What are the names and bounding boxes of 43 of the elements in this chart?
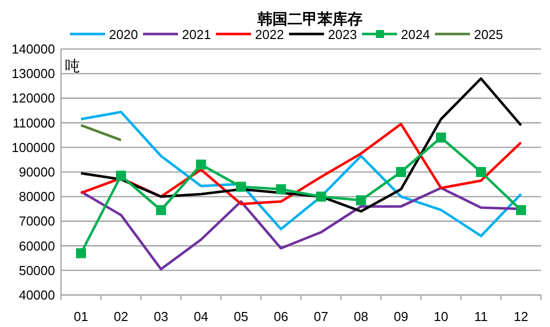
point (196, 160, 206, 170)
point (156, 205, 166, 216)
y-tick-label: 40000 (18, 288, 55, 302)
y-tick-label: 60000 (18, 238, 55, 254)
y-tick-label: 90000 (18, 164, 55, 180)
point (356, 195, 366, 206)
point (76, 248, 86, 258)
point (276, 184, 286, 194)
x-tick-label: 06 (274, 309, 288, 324)
x-tick-label: 03 (154, 309, 168, 324)
y-tick-label: 130000 (12, 66, 55, 82)
legend-label: 2020 (109, 27, 138, 42)
point (116, 170, 126, 181)
legend-label: 2021 (182, 27, 211, 42)
point (316, 192, 326, 202)
x-tick-label: 05 (234, 309, 248, 324)
point (396, 167, 406, 177)
point (516, 205, 526, 216)
x-tick-label: 02 (114, 309, 128, 324)
y-tick-label: 50000 (18, 262, 55, 278)
y-tick-label: 80000 (18, 189, 55, 204)
x-tick-label: 09 (394, 309, 408, 324)
y-axis-title: 吨 (65, 58, 80, 75)
x-tick-label: 07 (314, 309, 328, 324)
y-tick-label: 140000 (12, 42, 55, 56)
point (476, 167, 486, 177)
x-tick-label: 04 (194, 309, 208, 324)
y-tick-label: 70000 (18, 214, 55, 229)
y-tick-label: 110000 (12, 115, 55, 130)
point (236, 182, 246, 192)
x-tick-label: 12 (514, 309, 528, 324)
y-tick-label: 120000 (12, 90, 55, 106)
x-tick-label: 08 (354, 309, 368, 324)
legend-label: 2022 (255, 27, 284, 42)
legend-label: 2025 (474, 27, 503, 42)
point (436, 132, 446, 143)
chart-title: 韩国二甲苯库存 (256, 10, 362, 28)
x-tick-label: 01 (74, 309, 88, 324)
y-tick-label: 100000 (12, 140, 55, 155)
x-tick-label: 11 (474, 309, 488, 324)
x-tick-label: 10 (434, 309, 448, 324)
legend-label: 2024 (401, 27, 430, 42)
legend-label: 2023 (328, 27, 357, 42)
